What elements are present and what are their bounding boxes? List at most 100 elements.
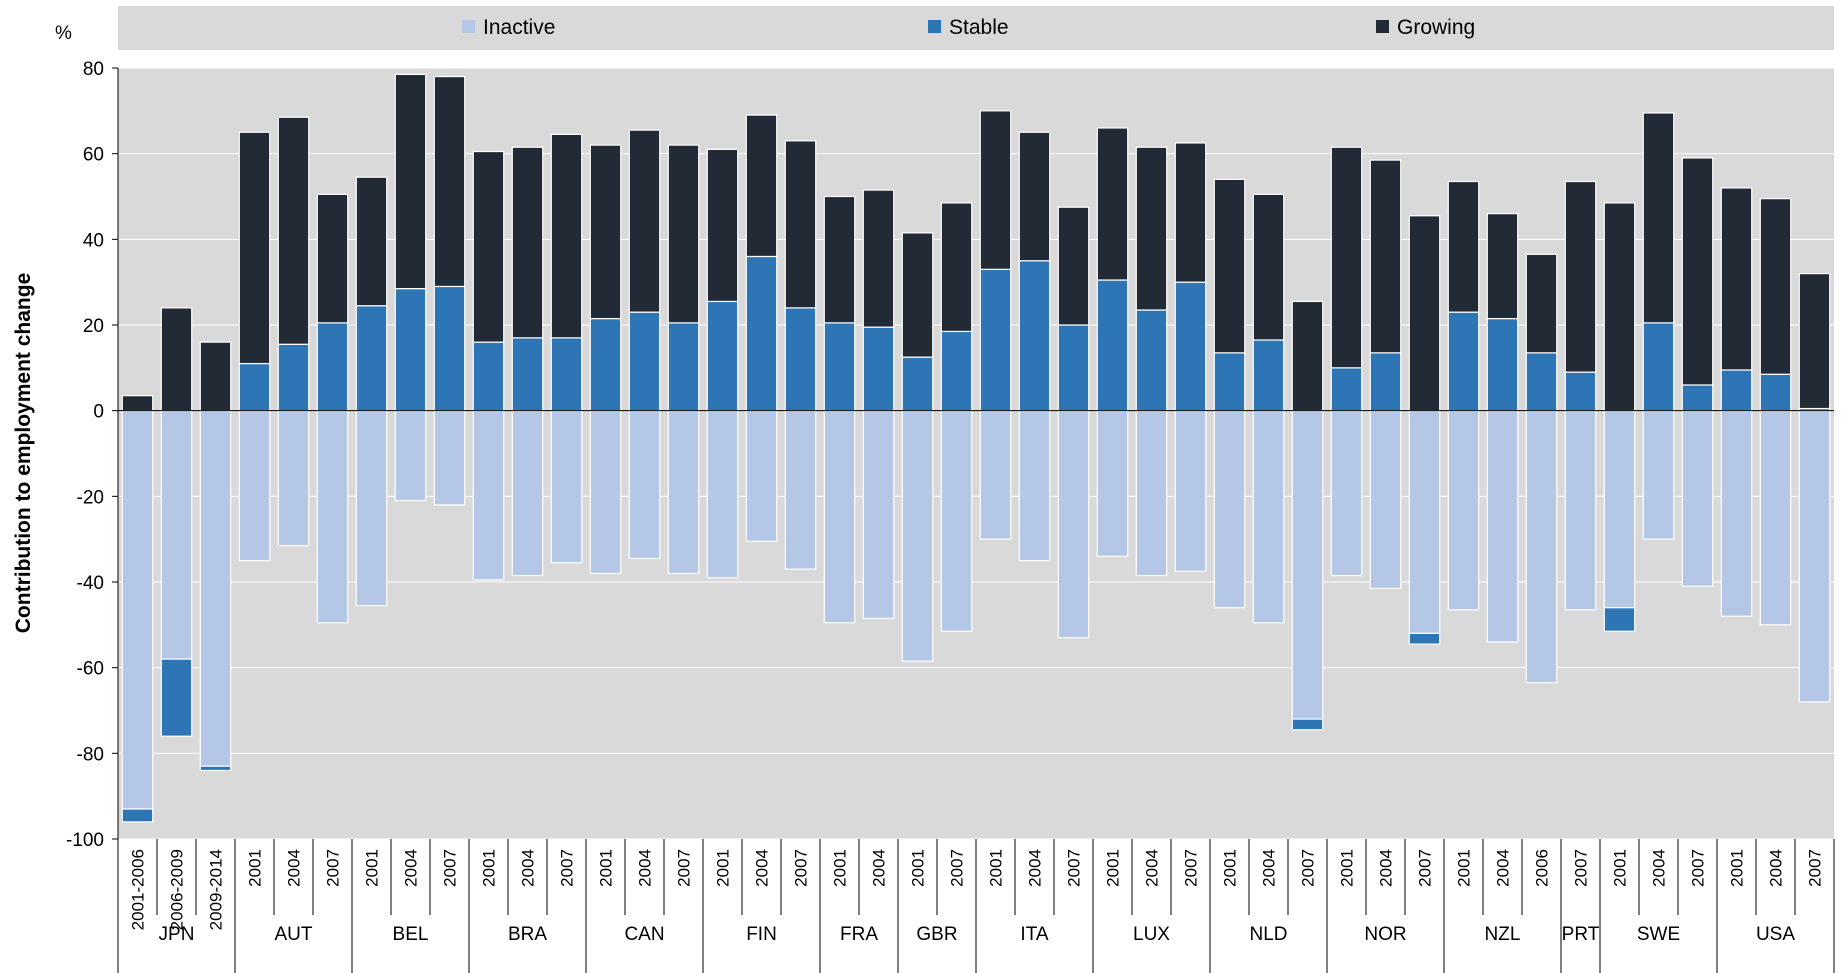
x-group-label: BEL (393, 924, 429, 945)
y-axis-ticks: 80 60 40 20 0 -20 -40 -60 -80 -100 (66, 59, 118, 851)
bar-growing (901, 232, 934, 358)
x-axis: 2001-2006 2006-2009 2009-2014 2001 2004 2007 2… (117, 839, 1835, 973)
bar-stable (1135, 309, 1168, 412)
bar-growing (1603, 202, 1636, 412)
legend-background (118, 6, 1834, 50)
bar-inactive (433, 410, 466, 506)
x-category-label: 2007 (1689, 849, 1708, 887)
x-category-label: 2001 (246, 849, 265, 887)
bar-inactive (355, 410, 388, 607)
bar-inactive (199, 410, 232, 767)
bar-stable (1057, 324, 1090, 412)
x-group-label: SWE (1637, 924, 1680, 945)
bar-inactive (1135, 410, 1168, 577)
x-category-label: 2001 (1104, 849, 1123, 887)
x-group-label: NZL (1485, 924, 1521, 945)
bar-stable (472, 341, 505, 412)
bar-growing (1213, 178, 1246, 354)
bar-inactive (1213, 410, 1246, 609)
bar-growing (1798, 273, 1831, 410)
x-category-label: 2004 (519, 849, 538, 887)
x-category-label: 2001 (480, 849, 499, 887)
bar-stable (784, 307, 817, 412)
bar-inactive (1096, 410, 1129, 557)
bar-growing (784, 140, 817, 309)
bar-inactive (706, 410, 739, 579)
bar-stable (199, 765, 232, 772)
x-group-label: ITA (1020, 924, 1048, 945)
bar-growing (199, 341, 232, 412)
bar-growing (1252, 193, 1285, 341)
bar-growing (1447, 180, 1480, 313)
bar-stable (238, 362, 271, 412)
x-category-label: 2004 (636, 849, 655, 887)
bar-inactive (1681, 410, 1714, 587)
bar-stable (862, 326, 895, 412)
bar-inactive (979, 410, 1012, 540)
x-group-label: LUX (1133, 924, 1170, 945)
bar-inactive (1330, 410, 1363, 577)
bar-stable (1096, 279, 1129, 412)
y-tick-label: -60 (77, 659, 104, 680)
bar-stable (823, 322, 856, 412)
bar-inactive (1369, 410, 1402, 590)
x-category-label: 2006 (1533, 849, 1552, 887)
bar-growing (160, 307, 193, 412)
bar-growing (823, 195, 856, 324)
x-category-label: 2007 (948, 849, 967, 887)
bar-growing (706, 148, 739, 303)
bar-stable (1564, 371, 1597, 412)
bar-inactive (1720, 410, 1753, 617)
legend-swatch-growing (1376, 20, 1389, 33)
x-category-label: 2007 (1806, 849, 1825, 887)
y-tick-label: 40 (83, 230, 104, 251)
bar-stable (628, 311, 661, 412)
x-category-label: 2001 (987, 849, 1006, 887)
x-category-label: 2007 (792, 849, 811, 887)
bar-stable (589, 317, 622, 412)
bar-inactive (1291, 410, 1324, 720)
x-category-label: 2001 (597, 849, 616, 887)
bar-inactive (667, 410, 700, 575)
x-category-label: 2004 (1767, 849, 1786, 887)
bar-inactive (394, 410, 427, 502)
bar-stable (355, 305, 388, 412)
bar-growing (1096, 127, 1129, 281)
bar-growing (1759, 198, 1792, 375)
x-category-label: 2001 (714, 849, 733, 887)
plot-area (117, 67, 1834, 840)
x-category-label: 2001 (1338, 849, 1357, 887)
x-category-label: 2004 (870, 849, 889, 887)
y-tick-label: 0 (93, 402, 104, 423)
bar-inactive (1057, 410, 1090, 639)
bar-growing (1525, 253, 1558, 354)
bar-inactive (1642, 410, 1675, 540)
bar-growing (550, 133, 583, 339)
bar-stable (1174, 281, 1207, 412)
x-category-label: 2001 (363, 849, 382, 887)
x-category-label: 2007 (1065, 849, 1084, 887)
bar-growing (316, 193, 349, 324)
bar-stable (940, 330, 973, 412)
bar-growing (1642, 112, 1675, 324)
x-group-label: JPN (159, 924, 195, 945)
bar-stable (1642, 322, 1675, 412)
bar-inactive (901, 410, 934, 662)
bar-inactive (1603, 410, 1636, 609)
x-group-label: PRT (1562, 924, 1600, 945)
x-group-label: NLD (1249, 924, 1287, 945)
bar-growing (1486, 213, 1519, 320)
bar-growing (1291, 300, 1324, 412)
bar-growing (1135, 146, 1168, 311)
bar-growing (862, 189, 895, 328)
bar-inactive (1798, 410, 1831, 703)
bar-inactive (784, 410, 817, 570)
bar-inactive (1174, 410, 1207, 572)
bar-stable (745, 255, 778, 412)
x-category-label: 2007 (1299, 849, 1318, 887)
bar-stable (1720, 369, 1753, 412)
x-category-label: 2007 (558, 849, 577, 887)
x-category-label: 2004 (753, 849, 772, 887)
y-tick-label: 60 (83, 145, 104, 166)
